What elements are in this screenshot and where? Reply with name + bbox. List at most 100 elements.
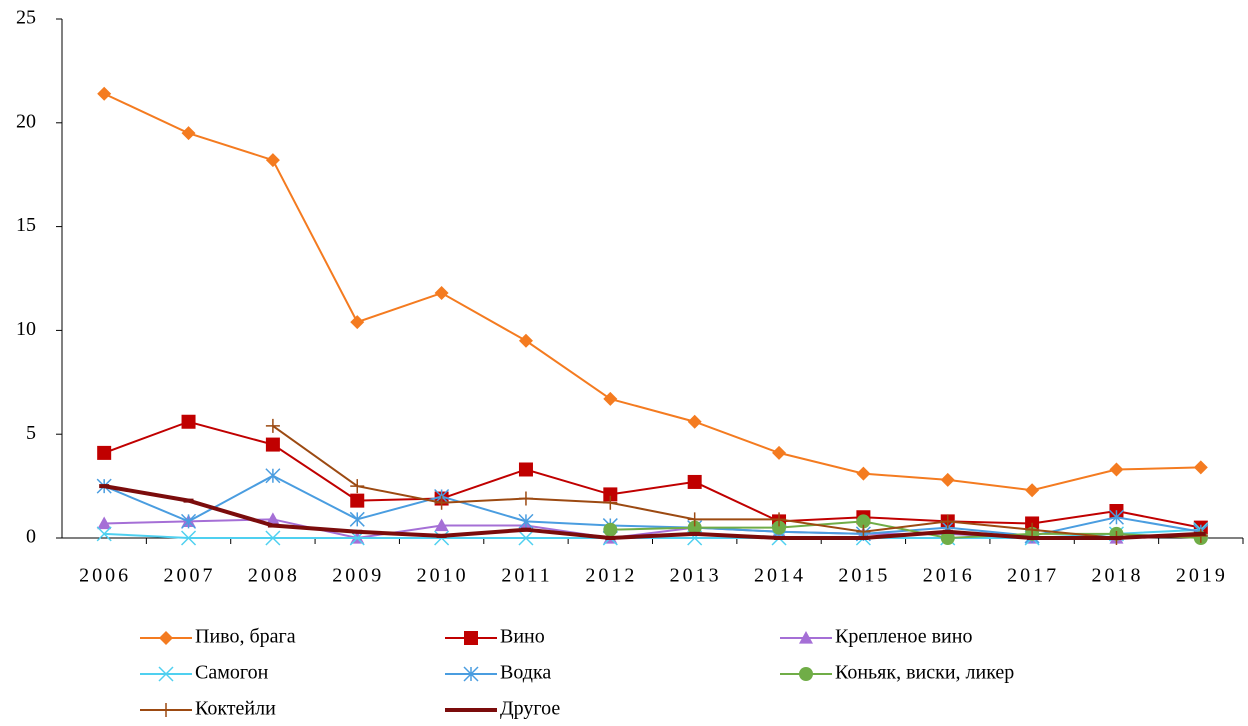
legend-label: Крепленое вино [835, 626, 972, 648]
marker [96, 526, 112, 542]
x-tick-label: 2007 [164, 565, 216, 587]
marker [518, 491, 533, 506]
legend-item: Коктейли [140, 698, 276, 720]
marker [265, 418, 280, 433]
marker [350, 315, 365, 330]
marker [1109, 462, 1124, 477]
marker [687, 414, 702, 429]
marker [603, 487, 618, 502]
marker [1025, 483, 1040, 498]
marker [265, 437, 280, 452]
x-tick-label: 2009 [332, 565, 384, 587]
x-tick-label: 2019 [1176, 565, 1228, 587]
marker [181, 530, 197, 546]
marker [181, 126, 196, 141]
marker [181, 513, 197, 529]
x-tick-label: 2010 [417, 565, 469, 587]
marker [265, 153, 280, 168]
legend-item: Крепленое вино [780, 626, 972, 648]
legend-label: Коктейли [195, 698, 276, 720]
y-tick-label: 20 [16, 110, 36, 132]
marker [518, 462, 533, 477]
legend-item: Другое [445, 698, 560, 720]
series-line [103, 484, 1201, 541]
marker [687, 474, 702, 489]
series-line [610, 520, 1201, 540]
x-tick-label: 2011 [501, 565, 552, 587]
x-tick-label: 2013 [670, 565, 722, 587]
x-tick-label: 2006 [79, 565, 131, 587]
marker [603, 522, 618, 537]
marker [856, 466, 871, 481]
marker [265, 512, 280, 525]
marker [1025, 522, 1040, 537]
series [97, 86, 1208, 498]
marker [940, 472, 955, 487]
marker [434, 286, 449, 301]
y-tick-label: 5 [26, 422, 36, 444]
marker [687, 512, 702, 527]
legend-item: Коньяк, виски, ликер [780, 662, 1014, 684]
marker [603, 391, 618, 406]
legend-label: Самогон [195, 662, 269, 684]
marker [97, 516, 112, 530]
marker [265, 530, 281, 546]
series [97, 414, 1208, 535]
legend-label: Другое [500, 698, 560, 720]
x-tick-label: 2018 [1091, 565, 1143, 587]
marker [350, 493, 365, 508]
y-tick-label: 25 [16, 7, 36, 29]
marker [97, 445, 112, 460]
marker [97, 86, 112, 101]
series [96, 468, 1209, 544]
legend-label: Пиво, брага [195, 626, 296, 648]
series [603, 514, 1208, 545]
marker [350, 479, 365, 494]
x-tick-label: 2015 [838, 565, 890, 587]
x-tick-label: 2012 [585, 565, 637, 587]
marker [518, 530, 534, 546]
legend-item: Вино [445, 626, 545, 648]
series-line [103, 92, 1201, 492]
marker [772, 520, 787, 535]
marker [940, 514, 955, 529]
x-tick-label: 2014 [754, 565, 806, 587]
marker [518, 333, 533, 348]
marker [856, 514, 871, 529]
legend-item: Самогон [140, 662, 269, 684]
marker [434, 495, 449, 510]
marker [518, 513, 534, 529]
marker [799, 667, 813, 681]
marker [349, 511, 365, 527]
marker [463, 666, 479, 682]
marker [1108, 509, 1124, 525]
marker [1193, 460, 1208, 475]
marker [772, 445, 787, 460]
legend-label: Водка [500, 662, 551, 684]
series-line [103, 420, 1202, 529]
marker [434, 518, 449, 532]
series-line [272, 425, 1201, 540]
marker [799, 631, 813, 644]
marker [181, 414, 196, 429]
y-tick-label: 15 [16, 214, 36, 236]
marker [158, 666, 174, 682]
x-tick-label: 2016 [923, 565, 975, 587]
y-tick-label: 10 [16, 318, 36, 340]
y-tick-label: 0 [26, 526, 36, 548]
legend-label: Коньяк, виски, ликер [835, 662, 1014, 684]
series [99, 484, 1206, 541]
marker [772, 512, 787, 527]
marker [159, 703, 173, 717]
marker [434, 530, 450, 546]
x-tick-label: 2017 [1007, 565, 1059, 587]
legend-label: Вино [500, 626, 545, 648]
marker [603, 495, 618, 510]
marker [687, 520, 702, 535]
marker [464, 631, 478, 645]
legend-item: Пиво, брага [140, 626, 296, 648]
x-tick-label: 2008 [248, 565, 300, 587]
marker [265, 468, 281, 484]
legend-item: Водка [445, 662, 551, 684]
